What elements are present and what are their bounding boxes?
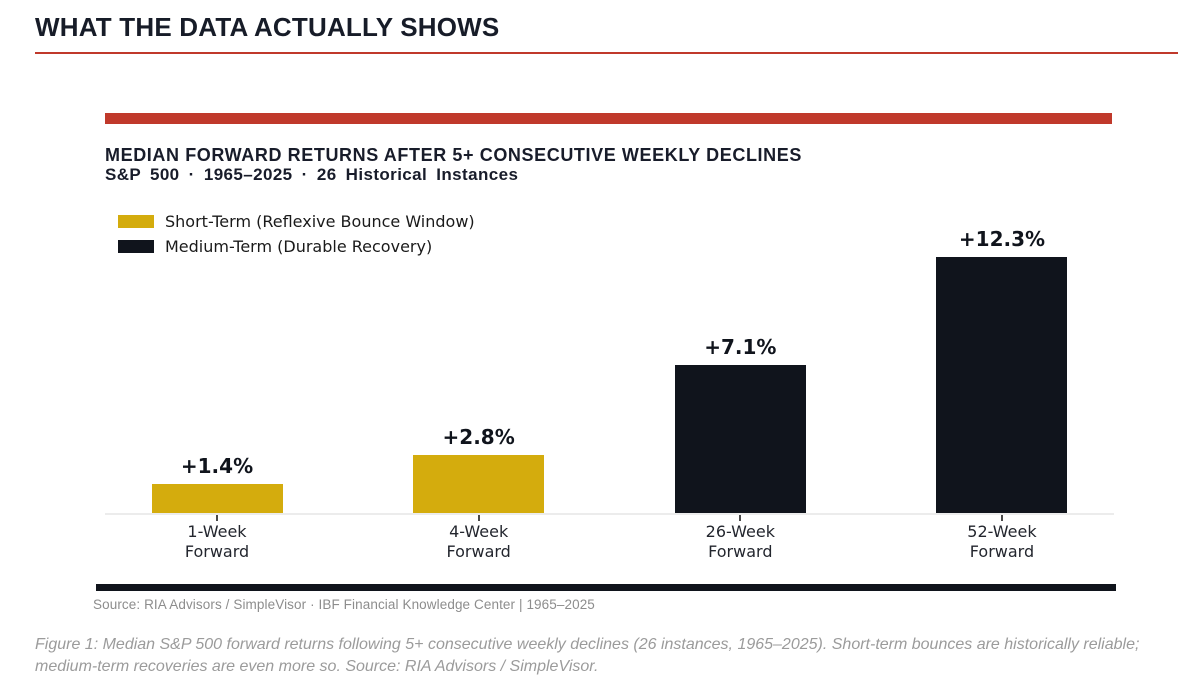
figure-caption: Figure 1: Median S&P 500 forward returns… (35, 636, 1140, 675)
bar-value-label: +12.3% (958, 227, 1046, 251)
legend-label-medium-term: Medium-Term (Durable Recovery) (165, 237, 433, 256)
x-axis-tick (477, 515, 480, 521)
x-axis-tick (739, 515, 742, 521)
bar (413, 455, 545, 513)
page-title-underline (35, 52, 1178, 54)
page-title: WHAT THE DATA ACTUALLY SHOWS (35, 12, 500, 42)
chart-subtitle: S&P 500 · 1965–2025 · 26 Historical Inst… (105, 165, 519, 184)
chart-title: MEDIAN FORWARD RETURNS AFTER 5+ CONSECUT… (105, 145, 802, 165)
x-tick-label: 26-Week Forward (705, 522, 775, 561)
x-axis-tick (1000, 515, 1003, 521)
bar-value-label: +7.1% (704, 335, 777, 359)
bar (151, 484, 283, 513)
x-axis-labels: 1-Week Forward 4-Week Forward 26-Week Forw… (105, 522, 1114, 564)
x-tick-label: 1-Week Forward (184, 522, 250, 561)
legend-item-short-term: Short-Term (Reflexive Bounce Window) (118, 212, 475, 231)
bar-value-label: +1.4% (180, 454, 254, 478)
legend-swatch-short-term (118, 215, 154, 228)
legend-swatch-medium-term (118, 240, 154, 253)
bar (936, 257, 1068, 513)
plot-area: +1.4% +2.8% +7.1% +12.3% (105, 227, 1114, 521)
chart-bottom-bar (96, 584, 1116, 591)
x-tick-label: 4-Week Forward (446, 522, 511, 561)
legend-item-medium-term: Medium-Term (Durable Recovery) (118, 237, 475, 256)
chart-top-accent-bar (105, 113, 1112, 124)
chart-legend: Short-Term (Reflexive Bounce Window) Med… (118, 212, 475, 256)
chart-source: Source: RIA Advisors / SimpleVisor · IBF… (93, 597, 595, 612)
bar-value-label: +2.8% (442, 425, 515, 449)
legend-label-short-term: Short-Term (Reflexive Bounce Window) (165, 212, 475, 231)
x-tick-label: 52-Week Forward (967, 522, 1037, 561)
bar (674, 365, 806, 513)
x-axis-tick (216, 515, 218, 521)
